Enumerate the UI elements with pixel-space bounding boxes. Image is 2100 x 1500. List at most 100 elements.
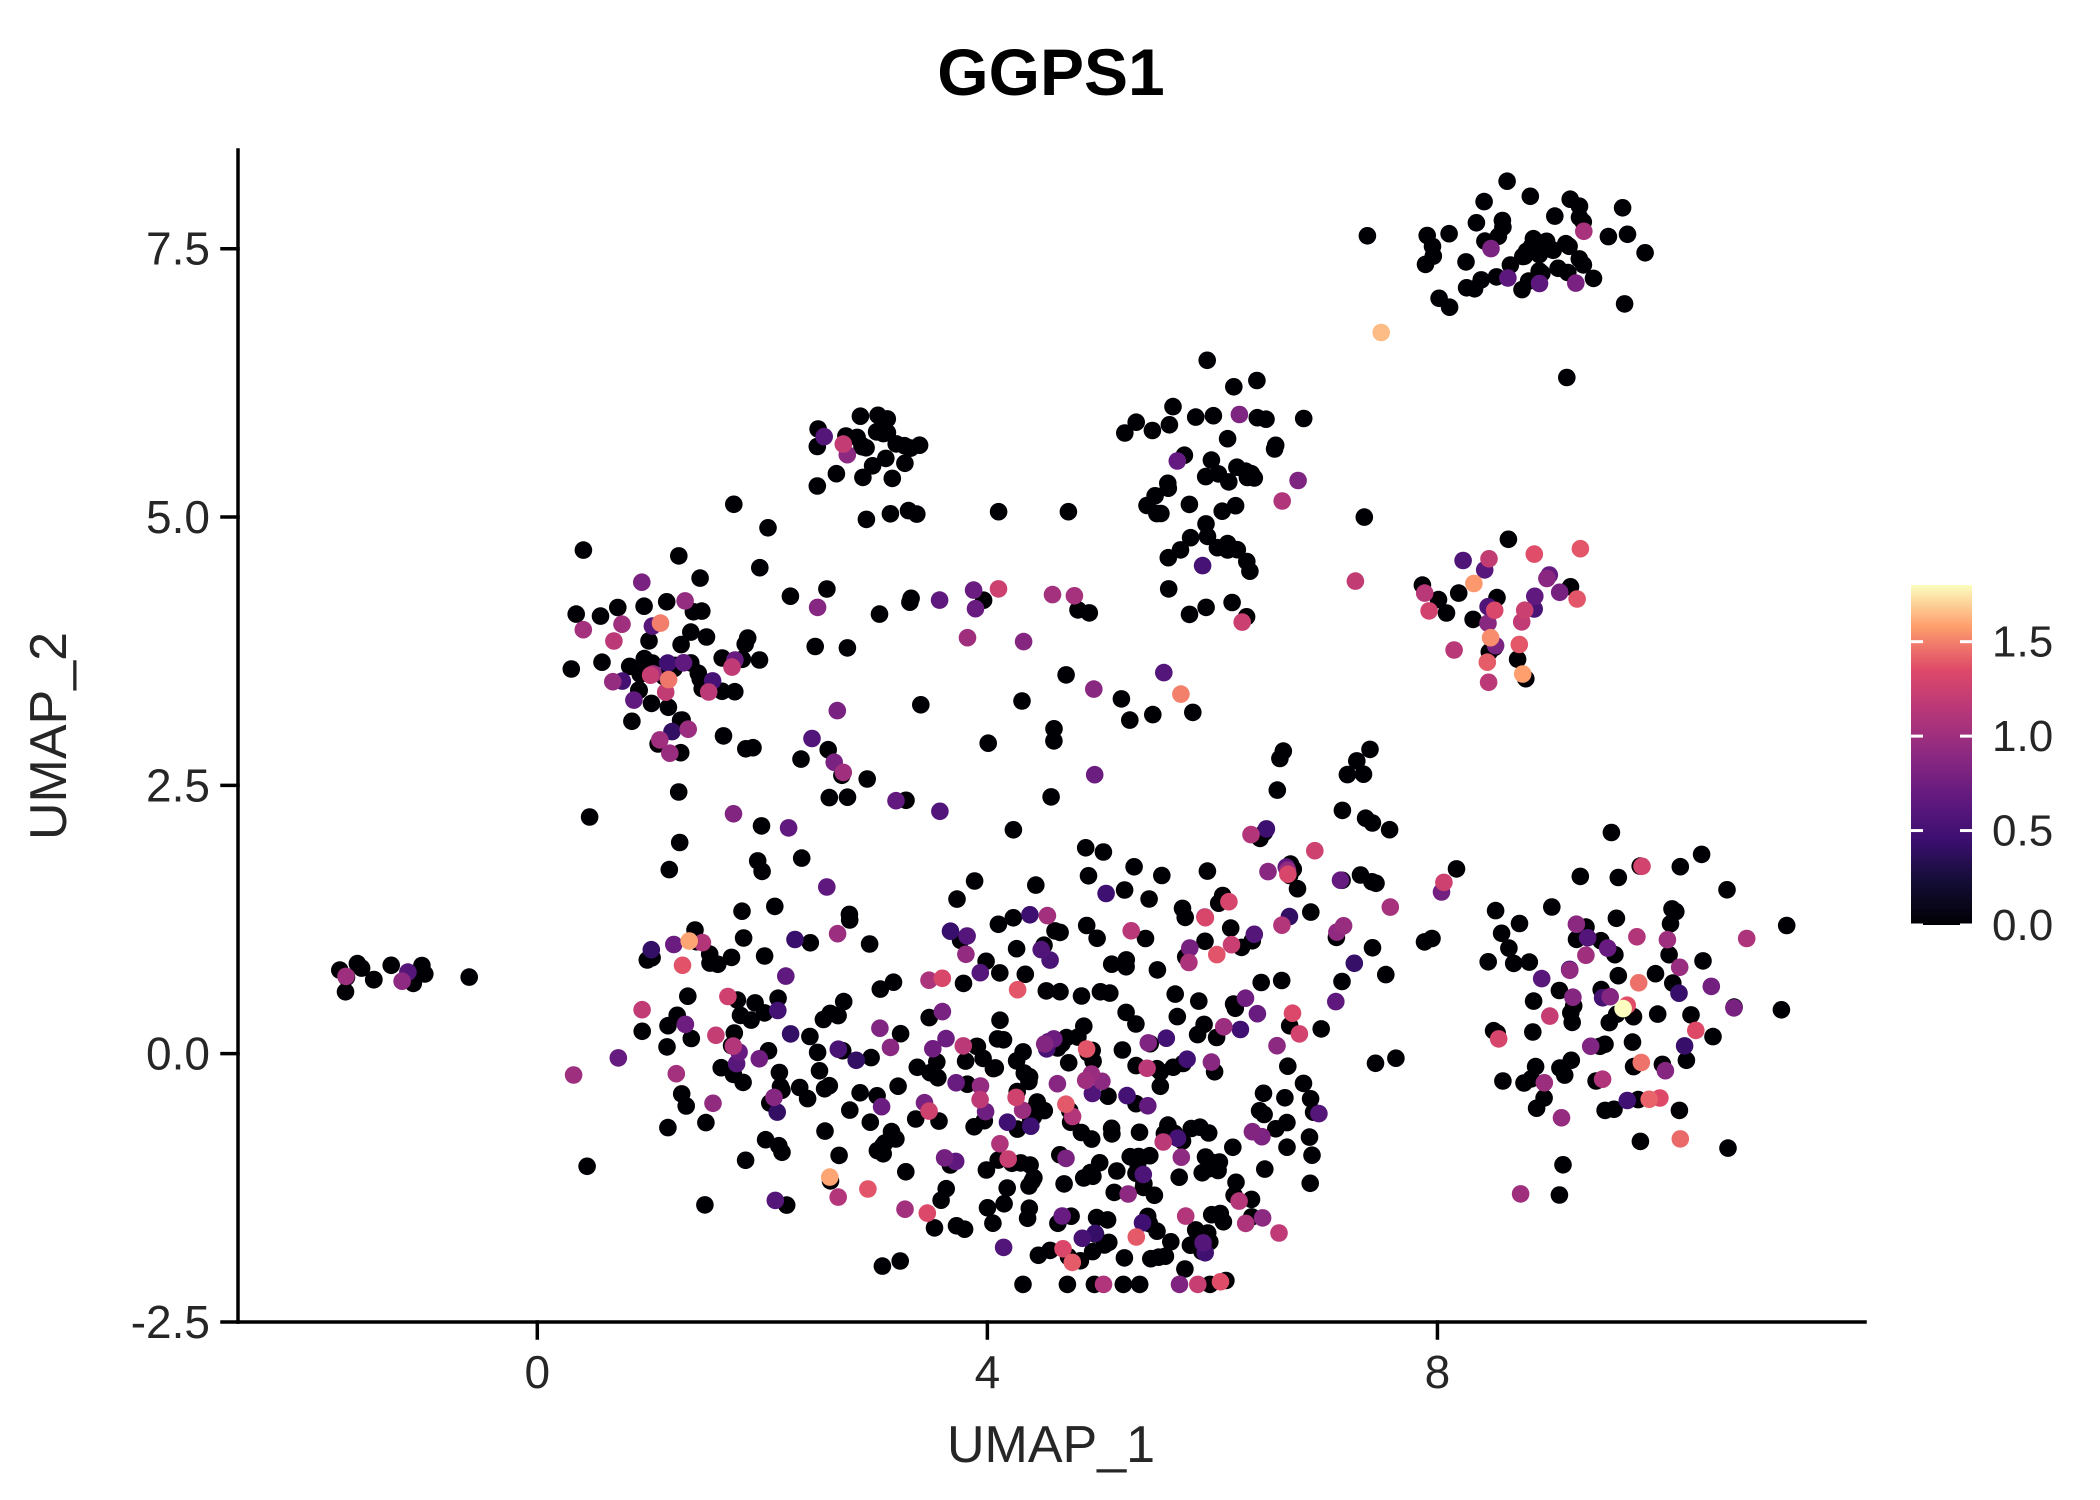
data-point bbox=[808, 598, 827, 617]
data-point bbox=[1440, 224, 1458, 243]
data-point bbox=[1157, 1029, 1176, 1047]
data-point bbox=[1549, 259, 1567, 278]
data-point bbox=[801, 1027, 819, 1046]
x-axis-label: UMAP_1 bbox=[947, 1416, 1155, 1474]
data-point bbox=[1256, 1160, 1274, 1178]
data-point bbox=[820, 1076, 839, 1095]
data-point bbox=[1593, 1070, 1612, 1088]
data-point bbox=[1014, 632, 1033, 651]
data-point bbox=[1159, 474, 1177, 493]
data-point bbox=[1279, 1057, 1297, 1075]
data-point bbox=[657, 593, 676, 611]
data-point bbox=[1288, 879, 1307, 898]
data-point bbox=[1273, 916, 1291, 934]
data-point bbox=[863, 457, 882, 475]
data-point bbox=[672, 1085, 691, 1103]
data-point bbox=[1119, 1185, 1137, 1203]
data-point bbox=[861, 1113, 880, 1131]
data-point bbox=[635, 597, 653, 615]
data-point bbox=[1259, 862, 1277, 881]
data-point bbox=[1208, 945, 1226, 964]
data-point bbox=[1535, 1089, 1553, 1107]
data-point bbox=[838, 788, 857, 806]
data-point bbox=[948, 890, 966, 908]
data-point bbox=[1148, 504, 1166, 523]
data-point bbox=[1629, 974, 1648, 992]
data-point bbox=[1159, 580, 1178, 598]
data-point bbox=[1355, 508, 1374, 526]
data-point bbox=[689, 664, 708, 682]
data-point bbox=[1704, 1027, 1722, 1046]
data-point bbox=[1543, 898, 1561, 916]
data-point bbox=[1027, 876, 1045, 894]
data-point bbox=[1377, 965, 1395, 984]
data-point bbox=[991, 964, 1009, 982]
data-point bbox=[1168, 1129, 1187, 1147]
data-point bbox=[1381, 898, 1400, 916]
data-point bbox=[1116, 424, 1134, 442]
data-point bbox=[828, 924, 847, 943]
data-point bbox=[840, 911, 859, 929]
data-point bbox=[1122, 922, 1140, 940]
data-point bbox=[752, 817, 771, 835]
data-point bbox=[994, 1031, 1013, 1049]
data-point bbox=[887, 1130, 905, 1148]
data-point bbox=[1550, 583, 1569, 602]
data-point bbox=[714, 727, 733, 745]
data-point bbox=[1117, 1003, 1135, 1022]
data-point bbox=[1310, 1104, 1328, 1123]
data-point bbox=[1115, 881, 1134, 899]
data-point bbox=[1180, 605, 1199, 624]
data-point bbox=[1236, 989, 1255, 1007]
data-point bbox=[1172, 685, 1190, 703]
data-point bbox=[1253, 1209, 1272, 1227]
data-point bbox=[1102, 955, 1121, 973]
data-point bbox=[1561, 961, 1579, 980]
data-point bbox=[871, 980, 890, 998]
data-point bbox=[751, 558, 769, 577]
data-point bbox=[958, 628, 977, 647]
data-point bbox=[1648, 1005, 1667, 1023]
data-point bbox=[1084, 1167, 1102, 1186]
data-point bbox=[1140, 890, 1158, 908]
data-point bbox=[1380, 820, 1399, 839]
data-point bbox=[971, 1077, 990, 1095]
data-point bbox=[1058, 1275, 1077, 1294]
data-point bbox=[1057, 666, 1075, 684]
axes-layer: 0 4 8 -2.5 0.0 2.5 5.0 7.5 bbox=[131, 148, 1867, 1398]
data-point bbox=[1475, 192, 1493, 211]
data-point bbox=[989, 502, 1008, 521]
data-point bbox=[604, 672, 622, 691]
data-point bbox=[1334, 917, 1353, 935]
data-point bbox=[1121, 711, 1139, 729]
data-point bbox=[1186, 1221, 1205, 1239]
data-point bbox=[1155, 663, 1173, 682]
data-point bbox=[937, 1029, 955, 1048]
colorbar: 1.5 1.0 0.5 0.0 bbox=[1911, 585, 2053, 950]
data-point bbox=[1059, 502, 1078, 521]
data-point bbox=[1289, 471, 1307, 490]
data-point bbox=[1538, 569, 1556, 588]
data-point bbox=[1008, 980, 1027, 999]
data-point bbox=[1596, 1101, 1614, 1120]
data-point bbox=[1230, 1192, 1248, 1210]
data-point bbox=[1656, 1061, 1675, 1080]
y-axis-label: UMAP_2 bbox=[20, 632, 78, 840]
data-point bbox=[810, 1062, 829, 1080]
data-point bbox=[801, 934, 820, 952]
data-point bbox=[834, 435, 853, 453]
data-point bbox=[1508, 650, 1527, 669]
data-point bbox=[1168, 1007, 1187, 1026]
data-point bbox=[336, 983, 355, 1001]
data-point bbox=[1387, 1049, 1405, 1067]
data-point bbox=[1440, 298, 1459, 317]
data-point bbox=[1479, 673, 1498, 692]
data-point bbox=[1145, 1186, 1164, 1205]
data-point bbox=[1085, 680, 1103, 698]
data-point bbox=[1134, 1165, 1153, 1184]
data-point bbox=[957, 945, 975, 964]
data-point bbox=[1670, 1101, 1689, 1120]
data-point bbox=[895, 436, 914, 455]
data-point bbox=[1283, 1004, 1302, 1022]
data-point bbox=[1670, 984, 1688, 1002]
